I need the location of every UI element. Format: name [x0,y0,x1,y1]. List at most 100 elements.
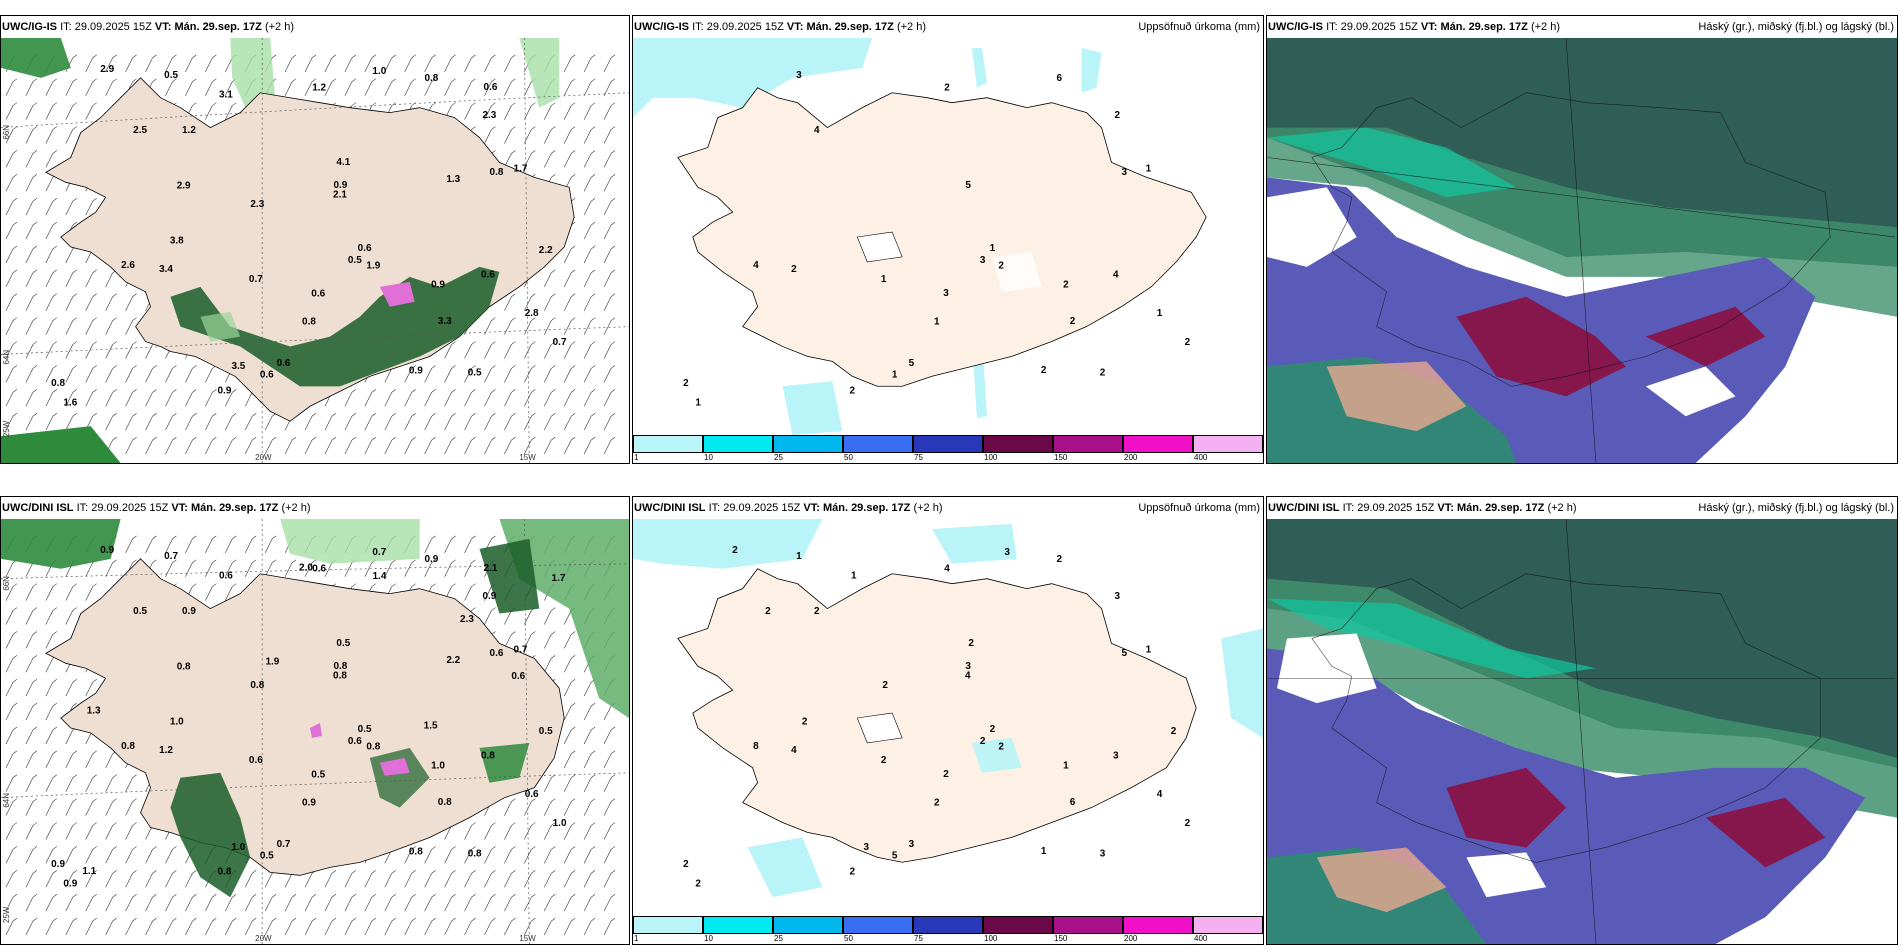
wind-barb [563,245,576,264]
value-label: 3.8 [170,236,184,247]
wind-barb [5,870,18,888]
panel-bottom-wind: UWC/DINI ISL IT: 29.09.2025 15Z VT: Mán.… [0,496,630,945]
value-label: 4.1 [336,157,350,168]
wind-barb [65,293,77,311]
value-label: 1.3 [446,174,460,185]
wind-barb [384,412,396,431]
wind-barb [65,317,77,335]
wind-barb [185,436,197,455]
value-label: 2 [882,680,888,691]
wind-barb [85,341,97,359]
wind-barb [364,389,376,407]
wind-barb [284,78,297,96]
value-label: 1.2 [312,83,326,94]
model-name: UWC/IG-IS [2,21,57,33]
wind-barb [563,150,576,168]
wind-barb [544,317,556,335]
wind-barb [563,126,576,144]
wind-barb [105,893,117,912]
wind-barb [145,54,157,72]
wind-barb [524,412,536,431]
value-label: 3 [965,661,971,672]
lat-label-66n: 66N [2,576,11,591]
wind-barb [5,631,18,649]
wind-barb [25,174,38,192]
valid-time: Mán. 29.sep. 17Z [174,21,262,33]
colorbar-swatch [983,916,1053,934]
model-name: UWC/IG-IS [1268,21,1323,33]
wind-barb [185,535,197,553]
wind-barb [5,583,18,601]
wind-barb [85,893,97,912]
colorbar-tick: 400 [1194,453,1208,462]
wind-barb [5,798,18,816]
wind-barb [484,126,496,144]
wind-barb [484,389,496,407]
value-label: 0.9 [182,606,196,617]
colorbar-swatch [1053,435,1123,453]
colorbar-swatch [703,435,773,453]
wind-barb [65,774,77,792]
wind-barb [563,655,576,673]
value-label: 0.5 [358,724,372,735]
colorbar-tick: 100 [984,934,998,943]
value-label: 0.6 [490,648,504,659]
wind-barb [504,798,516,816]
wind-barb [25,893,38,912]
forecast-offset: (+2 h) [264,21,294,33]
wind-barb [583,436,596,455]
wind-barb [225,102,237,120]
wind-barb [304,559,317,577]
wind-barb [85,870,97,888]
field-title: Uppsöfnuð úrkoma (mm) [1138,502,1260,514]
wind-barb [603,846,616,864]
wind-barb [583,198,596,216]
wind-barb [25,365,38,383]
wind-barb [424,365,436,383]
wind-barb [603,150,616,168]
field-title: Uppsöfnuð úrkoma (mm) [1138,21,1260,33]
wind-barb [524,436,536,455]
colorbar-tick: 10 [704,934,713,943]
wind-barb [404,917,416,936]
wind-barb [544,102,556,120]
value-label: 0.7 [514,644,528,655]
value-label: 2.1 [333,190,347,201]
panel-top-precip: UWC/IG-IS IT: 29.09.2025 15Z VT: Mán. 29… [632,15,1264,464]
wind-barb [524,917,536,936]
value-label: 5 [965,180,971,191]
value-label: 0.8 [490,167,504,178]
wind-barb [165,54,177,72]
value-label: 3.3 [438,316,452,327]
value-label: 0.8 [438,797,452,808]
value-label: 3 [1100,849,1106,860]
wind-barb [125,535,137,553]
wind-barb [563,54,576,72]
wind-barb [125,389,137,407]
wind-barb [65,679,77,697]
wind-barb [125,798,137,816]
wind-barb [45,917,58,936]
value-label: 2 [980,736,986,747]
vt-label: VT: [1420,21,1438,33]
wind-barb [424,917,436,936]
colorbar-swatch [1123,916,1193,934]
wind-barb [583,893,596,912]
value-label: 0.9 [431,280,445,291]
wind-barb [444,389,456,407]
wind-barb [404,365,416,383]
wind-barb [404,870,416,888]
wind-barb [563,750,576,768]
value-label: 1 [1157,308,1163,319]
wind-barb [484,870,496,888]
wind-barb [603,174,616,192]
wind-barb [165,846,177,864]
wind-barb [5,917,18,936]
wind-barb [5,341,18,359]
wind-barb [45,412,58,431]
value-label: 0.8 [51,378,65,389]
wind-barb [384,893,396,912]
wind-barb [583,822,596,840]
wind-barb [384,54,396,72]
wind-barb [25,750,38,768]
